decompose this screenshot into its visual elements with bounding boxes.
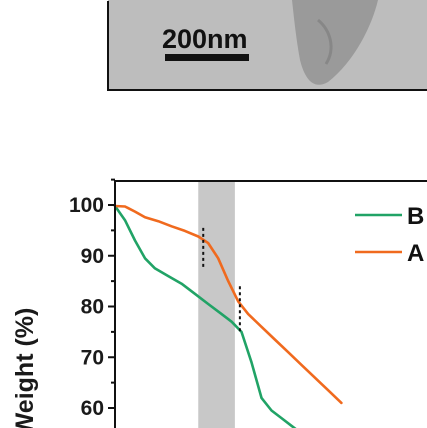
y-tick-label: 90 [81,245,104,268]
y-ticks: 60 70 80 90 100 [69,180,115,428]
scale-bar-label: 200nm [162,24,248,54]
y-axis-title: Weight (%) [11,308,39,428]
y-tick-label: 100 [69,194,104,217]
legend: BA [355,203,424,267]
y-tick-label: 60 [81,397,104,420]
scale-bar [165,54,249,61]
y-tick-label: 80 [81,296,104,319]
shaded-region [198,181,235,428]
legend-label-a: A [407,240,424,267]
legend-label-b: B [407,203,424,230]
y-tick-label: 70 [81,346,104,369]
micrograph-panel: 200nm [107,0,427,90]
micrograph-background [108,0,427,90]
tga-chart: 60 70 80 90 100 Weight (%) BA [11,180,427,428]
